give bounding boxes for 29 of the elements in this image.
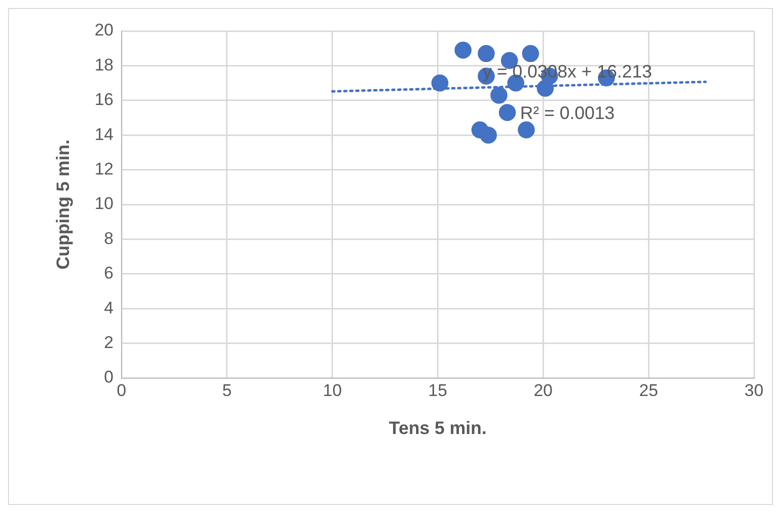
x-axis-title: Tens 5 min. bbox=[388, 418, 487, 438]
x-tick-label: 10 bbox=[322, 380, 342, 400]
y-tick-label: 8 bbox=[104, 228, 114, 248]
annotation: R² = 0.0013 bbox=[520, 103, 615, 124]
point bbox=[518, 121, 535, 138]
y-tick-label: 20 bbox=[94, 20, 114, 40]
y-tick-label: 0 bbox=[104, 368, 114, 387]
y-tick-label: 14 bbox=[94, 124, 114, 144]
y-tick-label: 2 bbox=[104, 332, 114, 352]
y-axis-title: Cupping 5 min. bbox=[52, 140, 73, 270]
y-tick-label: 18 bbox=[94, 55, 114, 74]
x-tick-label: 30 bbox=[744, 380, 764, 400]
point bbox=[431, 74, 448, 92]
y-tick-label: 4 bbox=[104, 298, 114, 318]
point bbox=[480, 126, 497, 144]
point bbox=[490, 86, 508, 104]
x-tick-label: 20 bbox=[534, 380, 553, 400]
y-tick-label: 6 bbox=[104, 264, 114, 283]
x-tick-label: 0 bbox=[116, 380, 126, 400]
y-tick-label: 12 bbox=[94, 159, 114, 178]
point bbox=[454, 42, 472, 59]
x-tick-label: 25 bbox=[639, 380, 658, 400]
point bbox=[522, 45, 540, 62]
x-tick-label: 15 bbox=[428, 380, 448, 400]
point bbox=[478, 45, 495, 62]
x-tick-label: 5 bbox=[222, 380, 232, 400]
point bbox=[498, 104, 516, 122]
y-tick-label: 16 bbox=[94, 90, 114, 110]
y-tick-label: 10 bbox=[94, 194, 114, 214]
